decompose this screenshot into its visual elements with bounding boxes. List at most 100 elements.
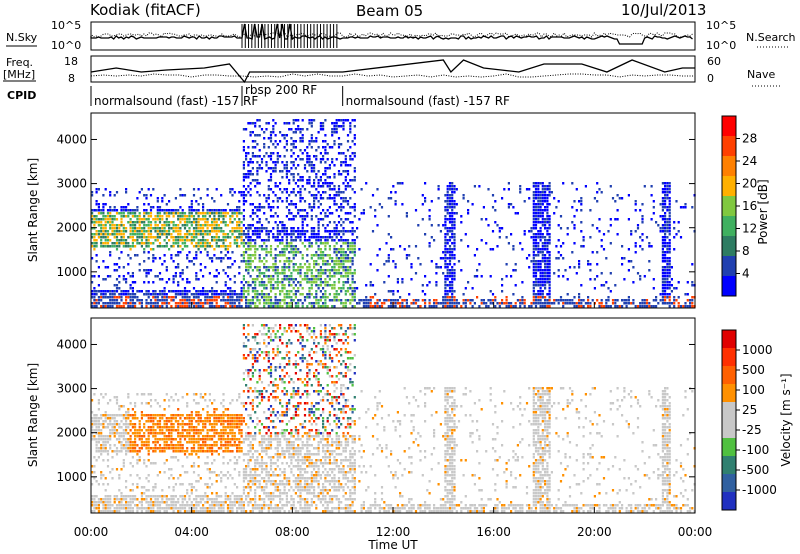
- power-cell: [317, 305, 320, 308]
- power-cell: [650, 218, 653, 221]
- power-cell: [147, 242, 150, 245]
- power-cell: [539, 221, 542, 224]
- power-cell: [95, 230, 98, 233]
- power-cell: [115, 299, 119, 302]
- power-cell: [444, 248, 447, 251]
- power-cell: [335, 299, 338, 302]
- power-cell: [174, 266, 177, 269]
- power-cell: [324, 134, 327, 137]
- power-cell: [260, 245, 264, 248]
- power-cell: [131, 290, 134, 293]
- power-cell: [401, 182, 404, 185]
- velocity-cell: [122, 405, 125, 408]
- power-cell: [147, 257, 150, 260]
- power-cell: [127, 293, 130, 296]
- power-cell: [315, 284, 318, 287]
- power-cell: [136, 236, 139, 239]
- power-cell: [104, 221, 107, 224]
- power-cell: [494, 299, 497, 302]
- power-cell: [331, 239, 334, 242]
- power-cell: [444, 266, 447, 269]
- power-cell: [285, 245, 288, 248]
- velocity-cell: [186, 414, 189, 417]
- power-cell: [342, 242, 345, 245]
- power-cell: [340, 236, 343, 239]
- power-cell: [319, 281, 322, 284]
- velocity-cell: [165, 498, 168, 501]
- velocity-cell: [206, 405, 209, 408]
- power-cell: [485, 302, 488, 305]
- velocity-cell: [97, 399, 100, 402]
- power-cell: [147, 230, 150, 233]
- velocity-cell: [129, 435, 132, 438]
- power-cell: [322, 209, 325, 212]
- power-cell: [401, 305, 404, 308]
- velocity-cell: [91, 423, 94, 426]
- power-cell: [301, 134, 304, 137]
- power-cell: [217, 272, 220, 275]
- power-cell: [145, 218, 148, 221]
- power-cell: [433, 239, 436, 242]
- power-cell: [537, 212, 540, 215]
- power-cell: [448, 269, 452, 272]
- power-cell: [639, 302, 642, 305]
- power-cell: [231, 302, 234, 305]
- power-cell: [136, 218, 139, 221]
- power-cell: [589, 209, 592, 212]
- power-cell: [315, 239, 318, 242]
- power-cell: [274, 266, 277, 269]
- power-cell: [446, 263, 449, 266]
- power-cell: [229, 242, 232, 245]
- velocity-cell: [147, 504, 150, 507]
- power-cell: [668, 299, 671, 302]
- power-cell: [333, 281, 336, 284]
- power-cell: [285, 161, 288, 164]
- velocity-cell: [147, 441, 150, 444]
- power-cell: [362, 305, 365, 308]
- power-cell: [172, 290, 175, 293]
- power-cell: [192, 227, 196, 230]
- power-cell: [188, 209, 191, 212]
- power-cell: [462, 299, 465, 302]
- velocity-cell: [109, 447, 112, 450]
- power-cell: [102, 278, 105, 281]
- power-cell: [435, 284, 438, 287]
- power-cell: [557, 200, 560, 203]
- power-cell: [317, 272, 320, 275]
- power-cell: [165, 242, 168, 245]
- power-cell: [195, 209, 198, 212]
- power-cell: [240, 260, 243, 263]
- power-cell: [265, 302, 268, 305]
- power-cell: [297, 251, 300, 254]
- power-cell: [310, 257, 313, 260]
- velocity-cell: [129, 501, 132, 504]
- power-cell: [238, 266, 241, 269]
- power-cell: [186, 215, 189, 218]
- power-cell: [93, 275, 96, 278]
- power-cell: [274, 305, 277, 308]
- velocity-cell: [102, 423, 105, 426]
- velocity-cell: [113, 414, 116, 417]
- power-cell: [215, 305, 218, 308]
- power-cell: [292, 215, 295, 218]
- power-cell: [346, 272, 350, 275]
- power-cell: [109, 290, 112, 293]
- power-cell: [444, 200, 447, 203]
- power-cell: [587, 260, 590, 263]
- power-cell: [376, 305, 379, 308]
- power-cell: [661, 209, 664, 212]
- velocity-cell: [202, 435, 205, 438]
- power-cell: [204, 224, 207, 227]
- power-cell: [260, 161, 264, 164]
- power-cell: [507, 188, 510, 191]
- velocity-cell: [131, 417, 134, 420]
- power-cell: [297, 155, 300, 158]
- power-cell: [274, 248, 277, 251]
- velocity-cell: [199, 477, 202, 480]
- power-cell: [229, 296, 232, 299]
- power-cell: [337, 233, 341, 236]
- velocity-cell: [192, 504, 196, 507]
- power-cell: [451, 293, 454, 296]
- power-cell: [455, 305, 458, 308]
- velocity-cell: [127, 411, 130, 414]
